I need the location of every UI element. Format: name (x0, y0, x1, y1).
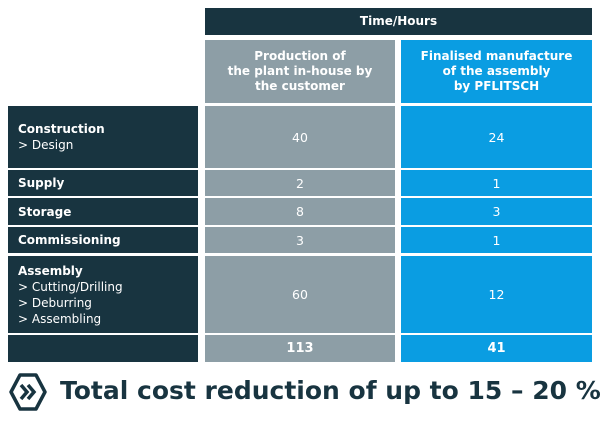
value-cell: 2 (205, 170, 395, 196)
total-cell: 113 (205, 335, 395, 362)
column-header: Production of the plant in-house by the cu… (205, 40, 395, 103)
sublabel: > Cutting/Drilling (18, 279, 123, 294)
row-label: Assembly > Cutting/Drilling > Deburring > A… (8, 256, 198, 333)
value-cell: 8 (205, 198, 395, 225)
header-line: the customer (255, 79, 345, 93)
label: Commissioning (18, 233, 121, 247)
label: Construction (18, 122, 105, 136)
label: Assembly (18, 263, 83, 278)
row-label: Commissioning (8, 227, 198, 253)
sublabel: > Design (18, 138, 74, 152)
icon (9, 373, 47, 411)
header-line: by PFLITSCH (453, 79, 540, 93)
footer-text: Total cost reduction of up to 15 – 20 % (60, 376, 600, 405)
label: Storage (18, 204, 72, 219)
header-line: Production of (254, 49, 346, 63)
value-cell: 12 (401, 256, 592, 333)
row-label: Supply (8, 170, 198, 196)
value-cell: 3 (205, 227, 395, 253)
row-label: Storage (8, 198, 198, 225)
header-line: of the assembly (442, 64, 551, 78)
value-cell: 3 (401, 198, 592, 225)
total-label-cell (8, 335, 198, 362)
header-title: Time/Hours (205, 8, 592, 35)
value-cell: 40 (205, 106, 395, 168)
sublabel: > Deburring (18, 295, 92, 310)
total-cell: 41 (401, 335, 592, 362)
label: Supply (18, 176, 65, 190)
header-line: Finalised manufacture (420, 49, 573, 63)
column-header: Finalised manufacture of the assembly by P… (401, 40, 592, 103)
value-cell: 1 (401, 227, 592, 253)
value-cell: 24 (401, 106, 592, 168)
value-cell: 60 (205, 256, 395, 333)
sublabel: > Assembling (18, 311, 102, 326)
value-cell: 1 (401, 170, 592, 196)
row-label: Construction > Design (8, 106, 198, 168)
header-line: the plant in-house by (227, 64, 373, 78)
